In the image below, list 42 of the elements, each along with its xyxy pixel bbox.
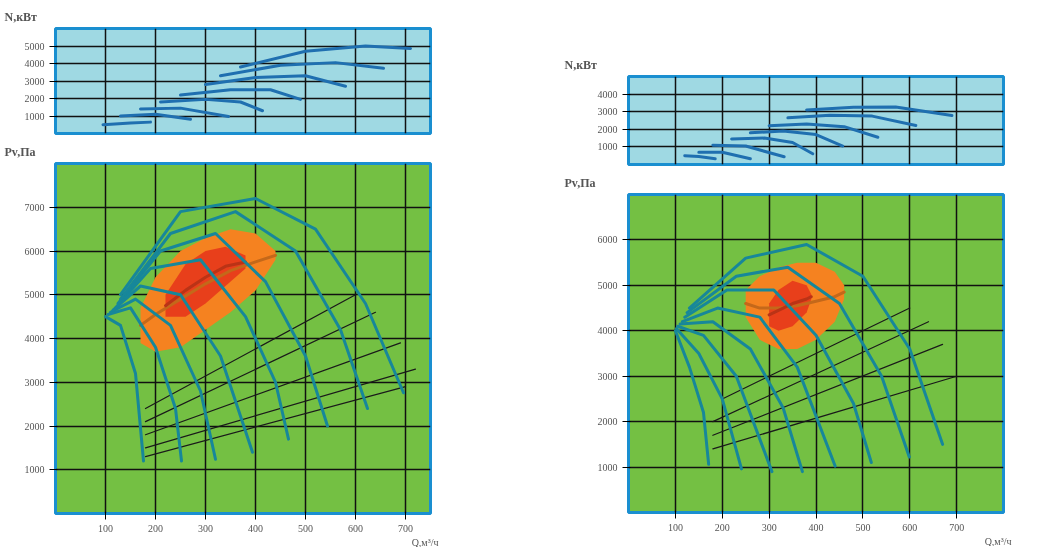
y-tick-label: 2000 [24,420,45,432]
x-tick-label: 500 [298,522,313,534]
y-tick-label: 3000 [24,376,45,388]
x-tick-label: 200 [148,522,163,534]
x-tick-label: 400 [808,521,824,533]
x-tick-label: 200 [714,521,730,533]
y-tick-label: 1000 [597,461,618,473]
x-tick-label: 600 [348,522,363,534]
y-tick-label: 1000 [24,464,45,476]
x-axis-title: Q,м³/ч [984,535,1012,547]
y-tick-label: 2000 [597,416,618,428]
x-tick-label: 300 [198,522,213,534]
x-tick-label: 600 [902,521,918,533]
x-tick-label: 100 [98,522,113,534]
y-tick-label: 7000 [24,201,45,213]
y-tick-label: 1000 [597,141,618,153]
y-tick-label: 3000 [24,75,45,87]
y-tick-label: 4000 [24,58,45,69]
x-tick-label: 700 [949,521,965,533]
x-axis-title: Q,м³/ч [411,536,439,548]
x-tick-label: 700 [398,522,413,534]
y-tick-label: 5000 [24,289,45,301]
y-axis-title: N,кВт [4,9,38,24]
x-tick-label: 400 [248,522,263,534]
x-tick-label: 300 [761,521,777,533]
y-tick-label: 1000 [24,110,45,122]
y-axis-title: N,кВт [564,57,598,72]
y-tick-label: 4000 [24,333,45,344]
y-tick-label: 3000 [597,370,618,382]
y-tick-label: 4000 [597,325,618,337]
y-tick-label: 2000 [24,93,45,104]
x-tick-label: 500 [855,521,871,533]
y-axis-title: Pv,Па [564,175,596,190]
y-tick-label: 6000 [24,245,45,257]
y-axis-title: Pv,Па [4,144,36,159]
y-tick-label: 2000 [597,123,618,135]
y-tick-label: 4000 [597,88,618,100]
y-tick-label: 5000 [597,279,618,291]
y-tick-label: 5000 [24,40,45,52]
y-tick-label: 6000 [597,234,618,246]
y-tick-label: 3000 [597,106,618,118]
x-tick-label: 100 [667,521,683,533]
